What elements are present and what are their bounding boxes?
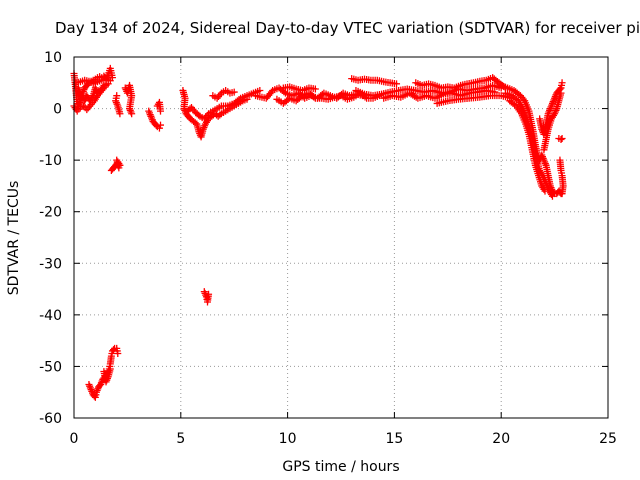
data-point bbox=[106, 365, 114, 373]
data-point bbox=[114, 350, 122, 358]
data-point bbox=[235, 96, 243, 104]
data-point bbox=[557, 89, 565, 97]
y-tick-label: -60 bbox=[39, 411, 62, 427]
grid-lines bbox=[74, 57, 608, 418]
data-point bbox=[90, 392, 98, 400]
x-tick-label: 0 bbox=[70, 431, 79, 447]
data-point bbox=[157, 107, 165, 115]
x-tick-label: 20 bbox=[492, 431, 510, 447]
data-point bbox=[126, 106, 134, 114]
y-tick-label: -30 bbox=[39, 256, 62, 272]
data-point bbox=[310, 93, 318, 101]
y-tick-label: -50 bbox=[39, 359, 62, 375]
data-point bbox=[116, 161, 124, 169]
x-tick-label: 15 bbox=[385, 431, 403, 447]
axis-ticks bbox=[73, 56, 609, 419]
data-point bbox=[113, 100, 121, 108]
data-point bbox=[116, 110, 124, 118]
data-point bbox=[106, 77, 114, 85]
x-tick-label: 10 bbox=[279, 431, 297, 447]
x-axis-label: GPS time / hours bbox=[282, 459, 399, 475]
plot-frame bbox=[73, 56, 609, 419]
y-tick-label: -20 bbox=[39, 205, 62, 221]
data-point bbox=[541, 187, 549, 195]
data-point bbox=[548, 192, 556, 200]
data-point bbox=[155, 124, 163, 132]
data-point bbox=[205, 290, 213, 298]
data-point bbox=[515, 90, 523, 98]
data-points bbox=[70, 64, 567, 401]
data-point bbox=[558, 134, 566, 142]
y-axis-label: SDTVAR / TECUs bbox=[6, 181, 22, 296]
y-tick-labels: -60 -50 -40 -30 -20 -10 0 10 bbox=[39, 50, 62, 427]
chart-title: Day 134 of 2024, Sidereal Day-to-day VTE… bbox=[55, 19, 640, 37]
data-point bbox=[311, 85, 319, 93]
x-tick-label: 25 bbox=[599, 431, 617, 447]
x-tick-labels: 0 5 10 15 20 25 bbox=[70, 431, 617, 447]
y-tick-label: 0 bbox=[53, 102, 62, 118]
data-point bbox=[128, 110, 136, 118]
data-point bbox=[195, 111, 203, 119]
data-point bbox=[157, 121, 165, 129]
data-point bbox=[230, 88, 238, 96]
data-point bbox=[393, 80, 401, 88]
x-tick-label: 5 bbox=[176, 431, 185, 447]
y-tick-label: 10 bbox=[44, 50, 62, 66]
data-point bbox=[110, 346, 118, 354]
data-point bbox=[256, 87, 264, 95]
data-point bbox=[127, 108, 135, 116]
y-tick-label: -10 bbox=[39, 153, 62, 169]
data-point bbox=[558, 79, 566, 87]
y-tick-label: -40 bbox=[39, 308, 62, 324]
data-point bbox=[216, 111, 224, 119]
data-point bbox=[558, 190, 566, 198]
data-point bbox=[297, 93, 305, 101]
data-point bbox=[557, 136, 565, 144]
